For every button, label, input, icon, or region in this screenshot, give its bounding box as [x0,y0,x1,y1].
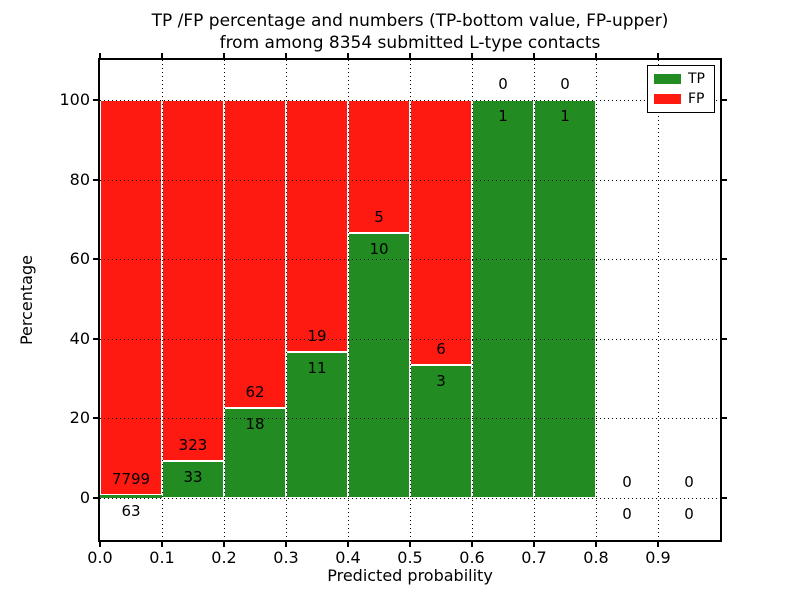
tp-count-label: 1 [498,107,508,125]
y-tick-label: 20 [69,408,90,428]
legend: TP FP [647,65,715,113]
tp-count-label: 0 [622,505,632,523]
x-tick-mark-top [99,53,101,60]
tp-count-label: 11 [307,359,327,378]
tp-swatch-icon [654,74,681,84]
y-tick-label: 40 [69,328,90,348]
fp-count-label: 323 [178,436,208,455]
y-tick-mark-left [93,99,100,101]
x-tick-label: 0.0 [87,548,113,567]
y-tick-mark-right [720,178,727,181]
fp-bar-segment [348,100,410,233]
tp-count-label: 33 [183,468,203,487]
legend-item-tp: TP [654,71,708,88]
x-tick-mark-top [595,53,597,60]
fp-count-label: 19 [307,327,327,346]
x-tick-mark-bottom [595,540,597,547]
x-tick-mark-top [285,53,287,60]
chart-title-line2: from among 8354 submitted L-type contact… [219,33,601,53]
fp-count-label: 0 [622,473,632,491]
y-tick-mark-left [93,497,100,499]
x-tick-mark-bottom [99,540,101,547]
x-tick-label: 0.4 [335,548,361,567]
chart-title: TP /FP percentage and numbers (TP-bottom… [100,10,720,54]
tp-count-label: 63 [121,501,141,520]
y-tick-mark-left [93,258,100,261]
y-tick-mark-right [720,497,727,499]
tp-count-label: 0 [684,505,694,523]
x-tick-label: 0.2 [211,548,237,567]
y-tick-label: 0 [79,488,90,507]
fp-count-label: 0 [560,75,570,93]
tp-count-label: 18 [245,415,265,434]
y-tick-label: 100 [59,90,90,109]
legend-label-tp: TP [688,70,705,87]
tp-count-label: 1 [560,107,570,125]
x-tick-mark-bottom [409,540,411,547]
x-tick-mark-top [657,53,659,60]
x-tick-mark-bottom [471,540,473,547]
x-tick-label: 0.7 [521,548,547,567]
fp-bar-segment [100,100,162,495]
tp-count-label: 3 [436,372,446,391]
y-tick-mark-left [93,417,100,420]
fp-count-label: 62 [245,383,265,402]
fp-count-label: 6 [436,340,446,359]
x-tick-mark-top [223,53,225,60]
x-tick-mark-top [409,53,411,60]
x-tick-label: 0.6 [459,548,485,567]
x-tick-mark-top [161,53,163,60]
plot-area: 7799 63 323 33 62 18 19 11 5 10 6 3 0 1 0 1 0 0 0 0 [98,58,722,542]
x-tick-label: 0.3 [273,548,299,567]
fp-swatch-icon [654,94,681,104]
x-tick-mark-bottom [285,540,287,547]
x-tick-mark-top [471,53,473,60]
fp-count-label: 0 [498,75,508,93]
fp-count-label: 5 [374,207,384,226]
tp-bar-segment [410,365,472,498]
y-tick-label: 80 [69,169,90,189]
tp-bar-segment [162,461,224,498]
fp-count-label: 7799 [111,469,151,488]
y-tick-mark-right [720,258,727,261]
y-tick-label: 60 [69,249,90,269]
fp-bar-segment [162,100,224,462]
x-tick-mark-top [533,53,535,60]
x-tick-mark-bottom [347,540,349,547]
x-tick-mark-bottom [161,540,163,547]
x-tick-label: 0.9 [645,548,671,567]
x-axis-label: Predicted probability [327,566,493,585]
x-tick-label: 0.1 [149,548,175,567]
y-tick-mark-left [93,337,100,340]
y-tick-mark-right [720,337,727,340]
fp-count-label: 0 [684,473,694,491]
y-tick-mark-right [720,99,727,101]
y-tick-mark-right [720,417,727,420]
y-tick-mark-left [93,178,100,181]
tp-bar-segment [100,494,162,498]
bars-layer [100,60,720,540]
x-tick-mark-bottom [223,540,225,547]
legend-item-fp: FP [654,91,708,108]
tp-count-label: 10 [369,239,389,258]
y-axis-label: Percentage [17,255,36,346]
x-tick-mark-top [347,53,349,60]
x-tick-mark-bottom [533,540,535,547]
chart-title-line1: TP /FP percentage and numbers (TP-bottom… [151,11,669,31]
bar-labels-layer: 7799 63 323 33 62 18 19 11 5 10 6 3 0 1 0 1 0 0 0 0 [100,60,720,540]
legend-label-fp: FP [688,90,705,107]
x-tick-mark-bottom [657,540,659,547]
x-tick-label: 0.5 [397,548,423,567]
x-tick-label: 0.8 [583,548,609,567]
